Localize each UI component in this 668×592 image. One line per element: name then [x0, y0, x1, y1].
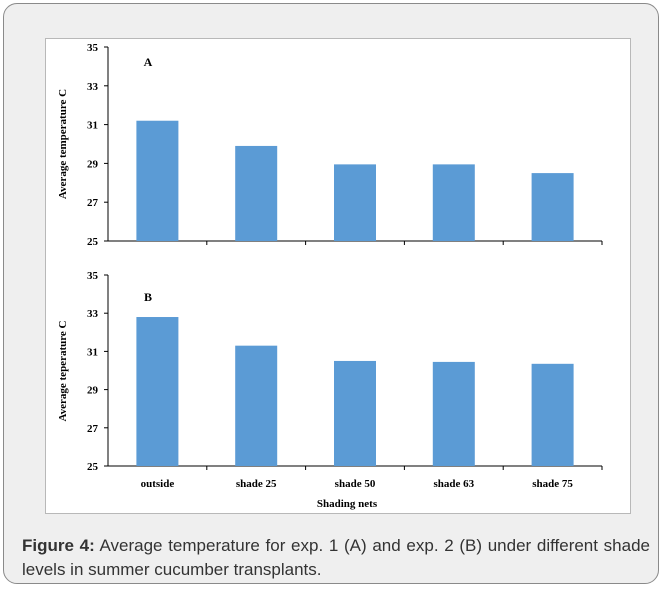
y-tick-label: 31: [87, 120, 98, 132]
y-tick-label: 27: [87, 423, 99, 435]
figure-caption-text: Average temperature for exp. 1 (A) and e…: [22, 536, 650, 579]
bar-outside: [136, 120, 179, 241]
y-tick-label: 31: [87, 346, 98, 358]
y-tick-label: 33: [87, 308, 99, 320]
bar-shade-63: [432, 361, 475, 466]
x-category-label: shade 63: [433, 478, 474, 490]
y-tick-label: 29: [87, 385, 99, 397]
panel-letter: B: [144, 290, 152, 304]
figure-label: Figure 4:: [22, 536, 95, 555]
bar-shade-50: [334, 164, 376, 241]
bar-shade-25: [235, 345, 278, 466]
y-tick-label: 35: [87, 270, 99, 282]
y-axis-title: Average teperature C: [57, 320, 69, 421]
y-axis-title: Average temperature C: [57, 89, 69, 199]
x-category-label: outside: [141, 478, 175, 490]
y-tick-label: 27: [87, 197, 99, 209]
bar-outside: [136, 317, 179, 466]
x-category-label: shade 25: [236, 478, 277, 490]
x-category-label: shade 75: [532, 478, 573, 490]
bar-shade-75: [531, 363, 574, 466]
chart-panel-a: 25 27 29 31 33 35 A Average temperature C: [57, 42, 603, 248]
y-tick-label: 35: [87, 42, 99, 54]
x-axis-title: Shading nets: [317, 498, 378, 510]
x-category-label: shade 50: [335, 478, 376, 490]
bar-shade-25: [235, 145, 278, 241]
y-tick-label: 25: [87, 236, 99, 248]
chart-panel-b: 25 27 29 31 33 35 outside shade 25 shade 50 shade…: [57, 270, 603, 510]
bar-shade-63: [432, 164, 475, 241]
y-tick-label: 33: [87, 81, 99, 93]
bar-shade-75: [531, 173, 574, 241]
y-tick-label: 25: [87, 461, 99, 473]
bar-shade-50: [334, 360, 376, 466]
panel-letter: A: [144, 55, 153, 69]
y-tick-label: 29: [87, 158, 99, 170]
figure-caption: Figure 4: Average temperature for exp. 1…: [22, 534, 650, 582]
